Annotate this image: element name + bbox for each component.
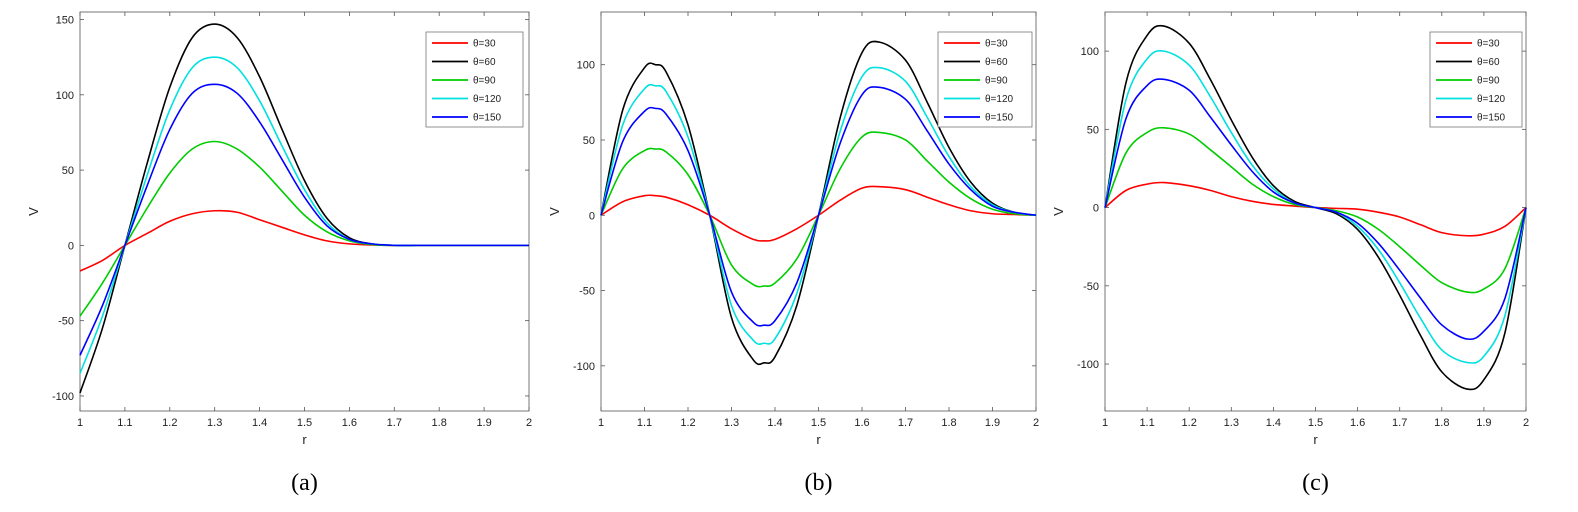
x-tick-label: 1.8 [432, 417, 447, 429]
chart-panel-2: 1 1.1 1.2 1.3 1.4 1.5 1.6 1.7 1.8 1.9 2 -100 -50 0 50 1… [1051, 11, 1529, 496]
legend-entry: θ=90 [1477, 76, 1500, 87]
panel-label: (b) [805, 470, 833, 496]
x-tick-label: 1.5 [811, 417, 826, 429]
legend-entry: θ=30 [1477, 39, 1500, 50]
legend-entry: θ=150 [473, 113, 502, 124]
legend: θ=30 θ=60 θ=90 θ=120 θ=150 [425, 31, 524, 128]
legend-entry: θ=120 [1477, 94, 1506, 105]
x-tick-label: 1.4 [767, 417, 782, 429]
legend-entry: θ=120 [985, 94, 1014, 105]
x-tick-label: 1.3 [1224, 417, 1239, 429]
chart-panel-1: 1 1.1 1.2 1.3 1.4 1.5 1.6 1.7 1.8 1.9 2 -100 -50 0 50 1… [547, 11, 1039, 496]
y-tick-label: -50 [58, 316, 74, 328]
y-tick-label: 100 [56, 90, 74, 102]
y-tick-label: 0 [68, 240, 74, 252]
chart-panel-0: 1 1.1 1.2 1.3 1.4 1.5 1.6 1.7 1.8 1.9 2 -100 -50 0 50 1… [26, 11, 532, 496]
legend-entry: θ=30 [985, 39, 1008, 50]
x-tick-label: 1.9 [476, 417, 491, 429]
x-tick-label: 1.4 [252, 417, 267, 429]
y-tick-label: -100 [573, 361, 595, 373]
x-tick-label: 1.8 [1434, 417, 1449, 429]
x-tick-label: 1.3 [724, 417, 739, 429]
x-tick-label: 2 [1523, 417, 1529, 429]
x-tick-label: 1.6 [342, 417, 357, 429]
legend-entry: θ=150 [1477, 113, 1506, 124]
x-tick-label: 1.1 [117, 417, 132, 429]
x-tick-label: 1.9 [1476, 417, 1491, 429]
legend: θ=30 θ=60 θ=90 θ=120 θ=150 [937, 31, 1033, 128]
x-tick-label: 1 [598, 417, 604, 429]
series-line-2 [600, 131, 1037, 288]
panel-label: (c) [1302, 470, 1329, 496]
x-tick-label: 1 [77, 417, 83, 429]
x-axis-label: r [816, 432, 821, 447]
y-tick-label: 100 [1081, 46, 1099, 58]
x-tick-label: 2 [1033, 417, 1039, 429]
y-axis-label: V [1051, 207, 1066, 216]
x-tick-label: 1.7 [387, 417, 402, 429]
series-line-0 [600, 185, 1037, 242]
legend-entry: θ=150 [985, 113, 1014, 124]
y-axis-label: V [547, 207, 562, 216]
series-line-4 [600, 86, 1037, 327]
series-line-1 [600, 40, 1037, 366]
x-tick-label: 1.2 [1182, 417, 1197, 429]
y-tick-label: -50 [579, 286, 595, 298]
legend-entry: θ=120 [473, 94, 502, 105]
y-tick-label: -100 [1077, 359, 1099, 371]
series-line-4 [79, 83, 529, 356]
x-tick-label: 1.9 [985, 417, 1000, 429]
x-tick-label: 1.5 [1308, 417, 1323, 429]
x-tick-label: 1.7 [1392, 417, 1407, 429]
legend-entry: θ=30 [473, 39, 496, 50]
x-tick-label: 1.5 [297, 417, 312, 429]
legend: θ=30 θ=60 θ=90 θ=120 θ=150 [1429, 31, 1523, 128]
series-line-4 [1104, 78, 1527, 341]
x-tick-label: 1.3 [207, 417, 222, 429]
y-axis-label: V [26, 207, 41, 216]
x-axis-label: r [302, 432, 307, 447]
legend-entry: θ=60 [985, 57, 1008, 68]
x-tick-label: 1.1 [637, 417, 652, 429]
y-tick-label: 0 [589, 210, 595, 222]
x-axis-label: r [1313, 432, 1318, 447]
y-tick-label: -100 [52, 391, 74, 403]
x-tick-label: 1.4 [1266, 417, 1281, 429]
y-tick-label: -50 [1083, 281, 1099, 293]
y-tick-label: 50 [583, 135, 595, 147]
x-tick-label: 1.1 [1139, 417, 1154, 429]
legend-entry: θ=90 [473, 76, 496, 87]
x-tick-label: 1 [1102, 417, 1108, 429]
y-tick-label: 0 [1093, 203, 1099, 215]
x-tick-label: 1.2 [680, 417, 695, 429]
y-tick-label: 100 [577, 60, 595, 72]
legend-entry: θ=90 [985, 76, 1008, 87]
x-tick-label: 1.6 [1350, 417, 1365, 429]
legend-entry: θ=60 [1477, 57, 1500, 68]
series-line-3 [600, 66, 1037, 345]
y-tick-label: 150 [56, 15, 74, 27]
x-tick-label: 1.8 [941, 417, 956, 429]
y-tick-label: 50 [62, 165, 74, 177]
legend-entry: θ=60 [473, 57, 496, 68]
panel-label: (a) [291, 470, 318, 496]
x-tick-label: 1.6 [854, 417, 869, 429]
x-tick-label: 1.7 [898, 417, 913, 429]
x-tick-label: 2 [526, 417, 532, 429]
y-tick-label: 50 [1087, 124, 1099, 136]
x-tick-label: 1.2 [162, 417, 177, 429]
